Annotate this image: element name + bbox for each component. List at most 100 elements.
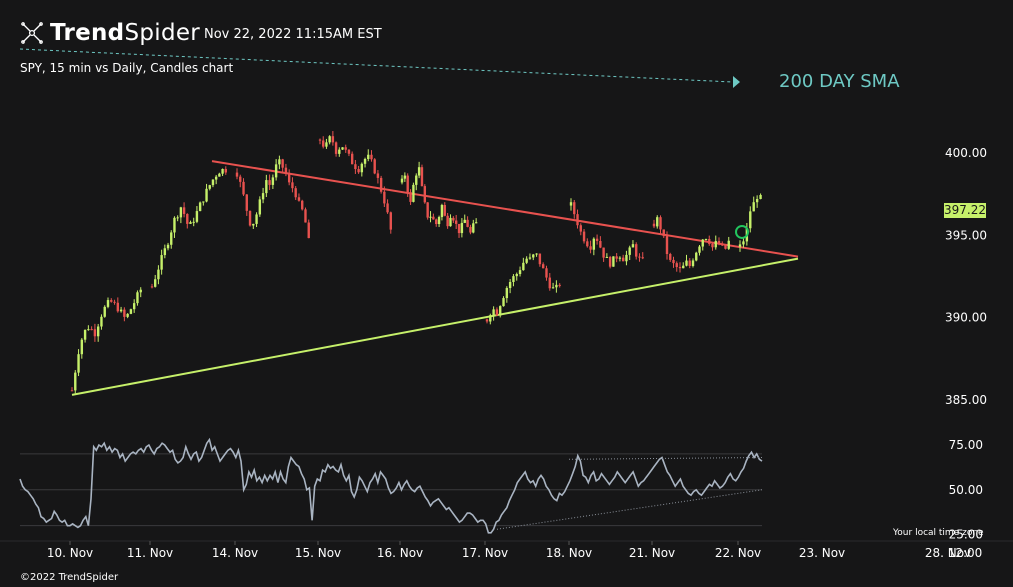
candle-body <box>602 247 605 258</box>
candle-body <box>711 243 714 248</box>
sma-arrow-icon <box>733 76 740 88</box>
candle-body <box>268 180 271 185</box>
candle-body <box>495 309 499 316</box>
candle-body <box>179 207 183 218</box>
candle-body <box>157 269 160 280</box>
candle-body <box>749 211 752 229</box>
candle-body <box>474 222 478 224</box>
candle-body <box>373 159 376 174</box>
x-tick-label: 28. Nov <box>925 546 971 560</box>
rsi-panel <box>19 437 763 534</box>
candle-body <box>412 184 415 202</box>
candle-body <box>252 223 255 226</box>
candle-body <box>545 268 548 278</box>
candle-body <box>440 204 444 218</box>
candle-body <box>301 200 304 210</box>
candle-body <box>409 192 412 202</box>
candle-body <box>367 154 370 159</box>
candle-body <box>426 202 429 218</box>
trendspider-logo: TrendSpider <box>20 20 200 46</box>
candle-body <box>265 180 268 194</box>
candle-body <box>704 238 708 240</box>
candle-body <box>360 163 364 173</box>
candle-body <box>466 219 469 227</box>
price-tick-label: 400.00 <box>945 146 987 160</box>
candle-body <box>297 197 301 201</box>
candle-body <box>202 201 205 203</box>
candle-body <box>525 258 528 263</box>
candle-body <box>688 260 691 266</box>
candle-body <box>189 222 192 224</box>
x-axis: 10. Nov 11. Nov 14. Nov 15. Nov 16. Nov 17. N… <box>47 541 982 560</box>
candle-body <box>429 216 432 218</box>
candle-body <box>759 194 762 200</box>
candle-body <box>195 211 199 222</box>
candle-body <box>103 306 106 317</box>
rsi-axis: 75.00 50.00 25.00 <box>949 438 983 542</box>
candle-body <box>454 220 458 224</box>
candle-body <box>432 216 435 220</box>
candle-body <box>685 260 688 266</box>
rsi-tick-label: 75.00 <box>949 438 983 452</box>
candle-body <box>376 173 380 178</box>
candle-body <box>113 301 116 303</box>
candles <box>70 131 762 394</box>
x-tick-label: 14. Nov <box>212 546 258 560</box>
candle-body <box>350 153 354 165</box>
x-tick-label: 11. Nov <box>127 546 173 560</box>
candle-body <box>446 215 449 227</box>
logo-bold-text: Trend <box>50 20 125 46</box>
candle-body <box>738 244 742 247</box>
candle-body <box>304 209 307 223</box>
candle-body <box>182 207 186 214</box>
candle-body <box>224 168 227 173</box>
candle-body <box>173 217 176 233</box>
candle-body <box>163 248 167 256</box>
candle-body <box>271 177 275 185</box>
candle-body <box>284 167 288 174</box>
candle-body <box>682 265 685 269</box>
candle-body <box>641 257 644 259</box>
candle-body <box>363 158 367 164</box>
candle-body <box>383 191 386 204</box>
candle-body <box>512 276 515 282</box>
candle-body <box>618 257 622 259</box>
candle-body <box>344 147 347 150</box>
candle-body <box>605 256 609 258</box>
candle-body <box>281 159 284 168</box>
candle-body <box>662 229 665 237</box>
x-tick-label: 10. Nov <box>47 546 93 560</box>
candle-body <box>274 164 278 178</box>
candle-body <box>119 309 123 312</box>
candle-body <box>621 257 625 262</box>
price-tick-label: 395.00 <box>945 228 987 242</box>
logo-wordmark: TrendSpider <box>50 20 200 46</box>
candle-body <box>205 188 208 202</box>
sma-200-line <box>19 48 734 83</box>
candle-body <box>218 173 221 177</box>
candle-body <box>452 217 455 221</box>
candle-body <box>338 149 341 154</box>
candle-body <box>406 175 409 193</box>
timestamp: Nov 22, 2022 11:15AM EST <box>204 27 382 42</box>
candle-body <box>170 232 173 245</box>
candle-body <box>235 172 239 177</box>
candle-body <box>379 177 383 192</box>
candle-body <box>532 254 535 258</box>
candle-body <box>261 193 265 200</box>
candle-body <box>635 244 638 257</box>
candle-body <box>318 139 322 141</box>
candle-body <box>93 329 97 337</box>
rsi-support-dotted <box>496 489 763 530</box>
candle-body <box>242 181 245 195</box>
candle-body <box>166 244 170 249</box>
candle-body <box>515 274 518 277</box>
candle-body <box>354 164 357 170</box>
x-tick-label: 17. Nov <box>462 546 508 560</box>
candle-body <box>74 372 77 391</box>
candle-body <box>665 236 669 254</box>
x-tick-label: 23. Nov <box>799 546 845 560</box>
candle-body <box>472 223 475 233</box>
candle-body <box>325 142 328 147</box>
candle-body <box>695 252 698 261</box>
